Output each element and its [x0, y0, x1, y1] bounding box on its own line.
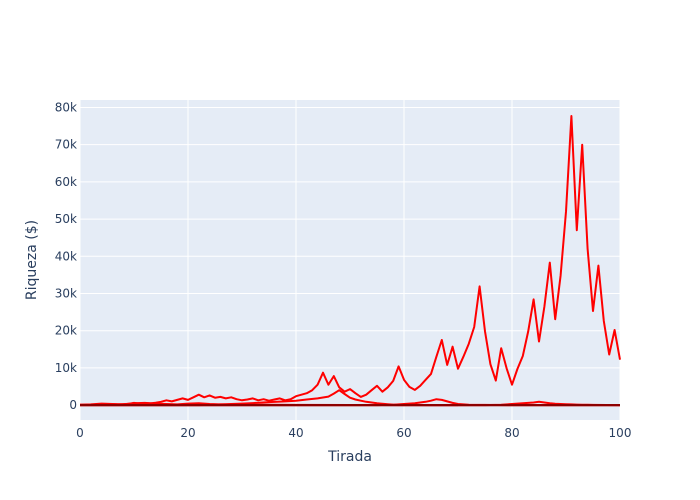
y-tick-label: 20k	[55, 324, 77, 338]
x-tick-label: 100	[609, 426, 632, 440]
x-axis-title: Tirada	[327, 449, 372, 465]
x-tick-label: 60	[396, 426, 411, 440]
y-tick-label: 10k	[55, 361, 77, 375]
x-tick-label: 0	[76, 426, 84, 440]
x-tick-label: 20	[180, 426, 195, 440]
y-tick-label: 50k	[55, 212, 77, 226]
x-tick-label: 40	[288, 426, 303, 440]
y-tick-label: 60k	[55, 175, 77, 189]
y-axis-title: Riqueza ($)	[24, 220, 40, 300]
y-tick-label: 40k	[55, 249, 77, 263]
y-tick-label: 30k	[55, 286, 77, 300]
x-gridlines	[79, 100, 621, 420]
plot-background	[80, 100, 620, 420]
y-tick-label: 80k	[55, 100, 77, 114]
x-axis-ticks: 0 20 40 60 80 100	[76, 426, 631, 440]
y-gridlines	[80, 106, 620, 406]
y-tick-label: 0	[69, 398, 77, 412]
y-tick-label: 70k	[55, 138, 77, 152]
x-tick-label: 80	[504, 426, 519, 440]
y-axis-ticks: 0 10k 20k 30k 40k 50k 60k 70k 80k	[55, 100, 77, 412]
series-layer	[79, 115, 621, 407]
series-line-1	[79, 115, 621, 406]
